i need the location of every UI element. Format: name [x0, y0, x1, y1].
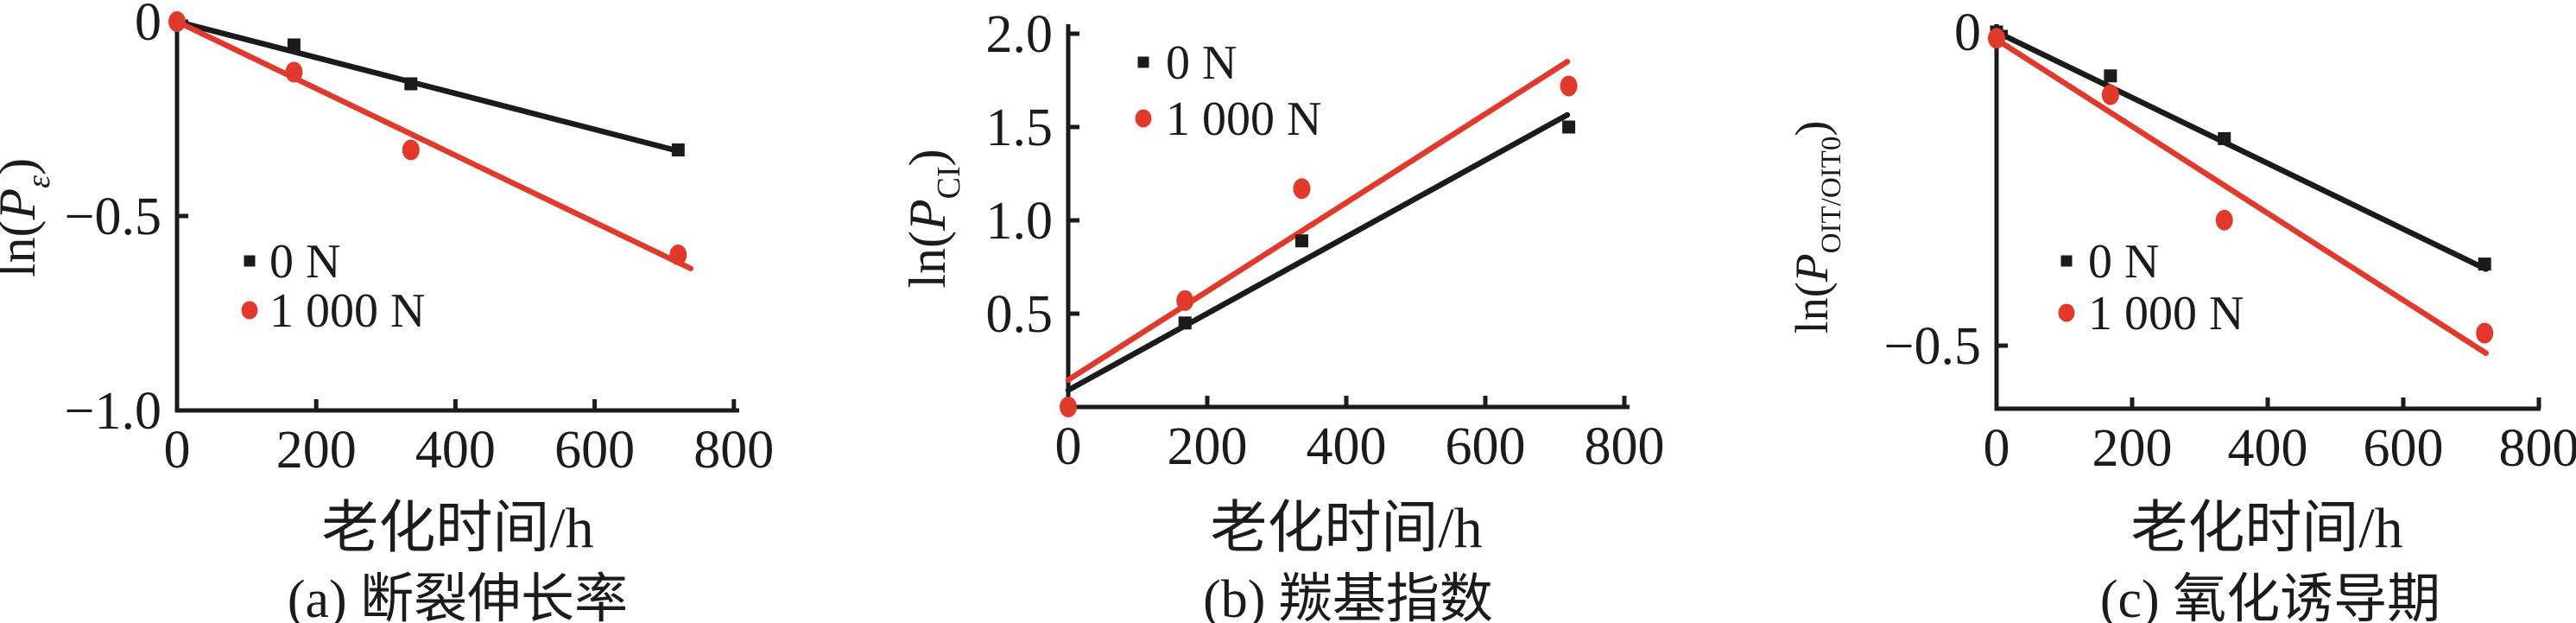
data-point-square: [1178, 316, 1192, 330]
legend-label: 0 N: [2088, 235, 2159, 289]
x-tick-label: 400: [2228, 419, 2308, 478]
x-tick-label: 600: [1446, 417, 1526, 476]
data-point-square: [1562, 120, 1576, 134]
x-axis-title: 老化时间/h: [1210, 497, 1482, 560]
x-tick-label: 800: [693, 421, 774, 480]
data-point-circle: [1560, 75, 1578, 97]
y-tick-label: 1.5: [986, 99, 1054, 157]
y-axis-title: ln(Pε): [0, 158, 57, 277]
chart-caption: (b) 羰基指数: [1203, 570, 1493, 623]
legend-label: 1 000 N: [269, 284, 425, 338]
y-axis-title: ln(PCI): [899, 149, 967, 288]
data-point-square: [1294, 234, 1308, 248]
data-point-circle: [402, 139, 420, 161]
data-point-circle: [669, 245, 687, 265]
x-tick-label: 600: [2364, 419, 2444, 478]
x-tick-label: 400: [415, 421, 496, 480]
data-point-square: [671, 143, 685, 156]
x-tick-label: 200: [2092, 419, 2173, 478]
legend-marker-0n: [244, 255, 256, 267]
legend-label: 1 000 N: [2088, 287, 2244, 340]
legend-label: 0 N: [1166, 36, 1237, 90]
fit-line-0n: [1993, 29, 2490, 272]
legend-label: 0 N: [269, 235, 340, 289]
chart-caption: (c) 氧化诱导期: [2100, 570, 2440, 623]
fit-line-0n: [1065, 111, 1571, 393]
x-tick-label: 400: [1307, 417, 1387, 476]
legend-marker-0n: [1137, 56, 1149, 68]
x-tick-label: 0: [1984, 419, 2010, 478]
data-point-square: [2104, 69, 2117, 83]
x-axis-title: 老化时间/h: [2130, 497, 2402, 560]
data-point-circle: [1293, 178, 1311, 200]
fit-line-1000n: [1065, 59, 1571, 383]
x-tick-label: 800: [2499, 419, 2576, 478]
legend-label: 1 000 N: [1166, 92, 1321, 146]
y-tick-label: 0: [135, 0, 161, 52]
fit-line-0n: [174, 18, 685, 155]
data-point-square: [404, 77, 418, 91]
chart-a-svg: 0 200 400 600 800 0 −0.5 −1.0 0 N1 000 N 老化时间/h (a…: [0, 0, 774, 623]
legend-marker-0n: [2060, 255, 2073, 267]
y-tick-label: 0.5: [986, 285, 1054, 344]
x-tick-label: 200: [276, 421, 357, 480]
data-point-circle: [2215, 209, 2233, 231]
y-tick-label: 0: [1954, 3, 1981, 62]
x-tick-label: 800: [1585, 417, 1665, 476]
c-axes: [1994, 24, 2541, 411]
y-axis-title: ln(POIT/OIT0): [1786, 121, 1847, 334]
x-tick-label: 200: [1168, 417, 1248, 476]
data-point-circle: [2476, 322, 2494, 344]
data-point-circle: [1060, 397, 1077, 417]
fit-line-1000n: [1993, 36, 2490, 356]
x-tick-label: 0: [1055, 417, 1082, 476]
y-tick-label: 2.0: [986, 5, 1054, 64]
data-point-square: [2218, 131, 2231, 145]
a-axes: [174, 14, 739, 413]
data-point-circle: [285, 61, 303, 83]
b-axes: [1066, 24, 1630, 410]
data-point-circle: [168, 11, 186, 32]
x-tick-label: 0: [164, 421, 191, 480]
x-tick-label: 600: [554, 421, 635, 480]
chart-b-svg: 0 200 400 600 800 0.5 1.0 1.5 2.0 0 N1 000 N 老化时间/…: [899, 5, 1665, 623]
legend-marker-1000n: [2058, 303, 2075, 322]
data-point-square: [2478, 257, 2491, 271]
data-point-circle: [2101, 84, 2119, 105]
data-point-circle: [1988, 28, 2005, 49]
y-tick-label: −0.5: [65, 188, 161, 246]
y-tick-label: −0.5: [1884, 317, 1981, 376]
legend-marker-1000n: [1135, 109, 1152, 128]
y-tick-label: −1.0: [65, 382, 161, 441]
data-point-square: [287, 38, 301, 52]
legend-marker-1000n: [241, 301, 258, 320]
y-tick-label: 1.0: [986, 192, 1054, 251]
data-point-circle: [1176, 289, 1194, 311]
x-axis-title: 老化时间/h: [321, 497, 593, 560]
chart-caption: (a) 断裂伸长率: [288, 570, 628, 623]
fit-line-1000n: [174, 18, 694, 271]
